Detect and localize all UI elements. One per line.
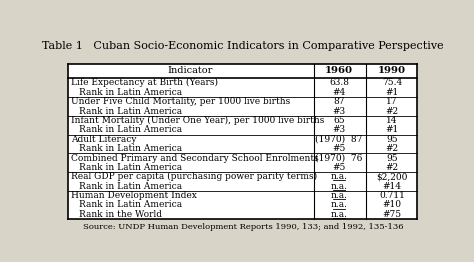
Bar xyxy=(68,64,418,219)
Text: #5: #5 xyxy=(332,163,346,172)
Text: Source: UNDP Human Development Reports 1990, 133; and 1992, 135-136: Source: UNDP Human Development Reports 1… xyxy=(82,223,403,231)
Text: Rank in the World: Rank in the World xyxy=(80,210,163,219)
Text: 1990: 1990 xyxy=(378,67,406,75)
Text: 75.4: 75.4 xyxy=(382,78,402,88)
Text: Human Development Index: Human Development Index xyxy=(72,191,197,200)
Text: Table 1   Cuban Socio-Economic Indicators in Comparative Perspective: Table 1 Cuban Socio-Economic Indicators … xyxy=(42,41,444,51)
Text: #3: #3 xyxy=(333,107,346,116)
Text: (1970)  76: (1970) 76 xyxy=(316,154,363,162)
Text: #10: #10 xyxy=(383,200,401,210)
Text: #1: #1 xyxy=(385,88,399,97)
Text: Combined Primary and Secondary School Enrolments: Combined Primary and Secondary School En… xyxy=(72,154,319,162)
Text: Rank in Latin America: Rank in Latin America xyxy=(80,125,182,134)
Text: Rank in Latin America: Rank in Latin America xyxy=(80,88,182,97)
Text: 95: 95 xyxy=(386,135,398,144)
Text: Rank in Latin America: Rank in Latin America xyxy=(80,163,182,172)
Text: n.a.: n.a. xyxy=(331,182,347,191)
Text: Adult Literacy: Adult Literacy xyxy=(72,135,137,144)
Text: 87: 87 xyxy=(333,97,345,106)
Text: Life Expectancy at Birth (Years): Life Expectancy at Birth (Years) xyxy=(72,78,219,88)
Text: #1: #1 xyxy=(385,125,399,134)
Text: #5: #5 xyxy=(332,144,346,153)
Text: Rank in Latin America: Rank in Latin America xyxy=(80,200,182,210)
Text: 95: 95 xyxy=(386,154,398,162)
Text: #14: #14 xyxy=(383,182,401,191)
Text: #4: #4 xyxy=(333,88,346,97)
Text: #75: #75 xyxy=(383,210,401,219)
Text: $2,200: $2,200 xyxy=(376,172,408,181)
Text: 0.711: 0.711 xyxy=(379,191,405,200)
Text: (1970)  87: (1970) 87 xyxy=(316,135,363,144)
Text: n.a.: n.a. xyxy=(331,191,347,200)
Text: 65: 65 xyxy=(333,116,345,125)
Text: Infant Mortality (Under One Year), per 1000 live births: Infant Mortality (Under One Year), per 1… xyxy=(72,116,325,125)
Text: Rank in Latin America: Rank in Latin America xyxy=(80,182,182,191)
Text: 17: 17 xyxy=(386,97,398,106)
Text: #2: #2 xyxy=(385,163,399,172)
Text: n.a.: n.a. xyxy=(331,172,347,181)
Text: 14: 14 xyxy=(386,116,398,125)
Text: Under Five Child Mortality, per 1000 live births: Under Five Child Mortality, per 1000 liv… xyxy=(72,97,291,106)
Text: n.a.: n.a. xyxy=(331,210,347,219)
Text: 1960: 1960 xyxy=(325,67,353,75)
Text: Indicator: Indicator xyxy=(167,67,212,75)
Text: #2: #2 xyxy=(385,107,399,116)
Text: Rank in Latin America: Rank in Latin America xyxy=(80,144,182,153)
Text: #3: #3 xyxy=(333,125,346,134)
Text: n.a.: n.a. xyxy=(331,200,347,210)
Text: 63.8: 63.8 xyxy=(329,78,349,88)
Text: Rank in Latin America: Rank in Latin America xyxy=(80,107,182,116)
Text: #2: #2 xyxy=(385,144,399,153)
Text: Real GDP per capita (purchasing power parity terms): Real GDP per capita (purchasing power pa… xyxy=(72,172,318,181)
